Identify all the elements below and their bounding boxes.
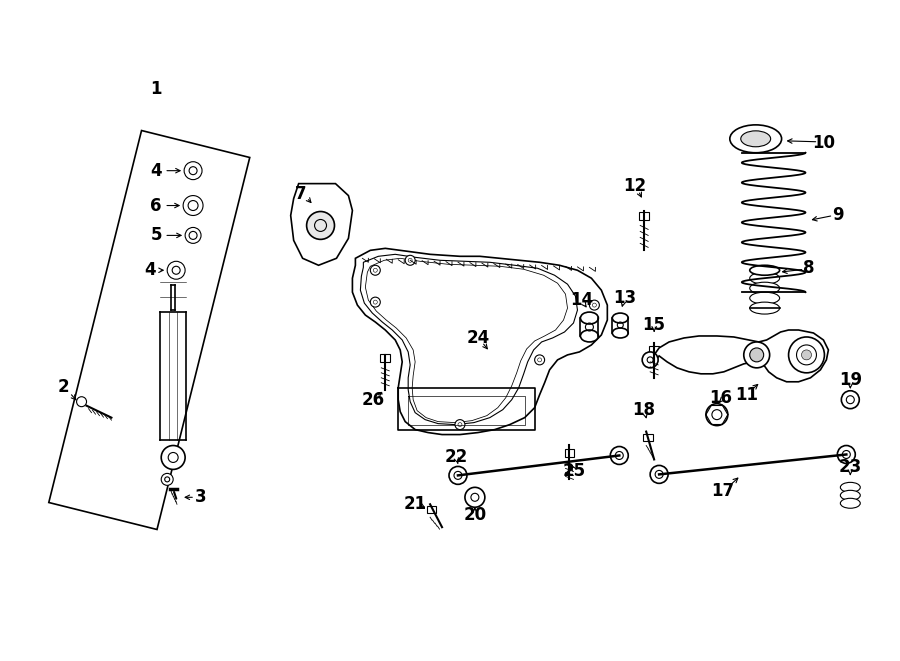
Circle shape: [750, 348, 764, 362]
Circle shape: [590, 300, 599, 310]
Ellipse shape: [580, 312, 598, 324]
Circle shape: [842, 391, 859, 408]
Text: 17: 17: [711, 483, 734, 500]
Circle shape: [455, 420, 465, 430]
Text: 26: 26: [362, 391, 385, 408]
Text: 14: 14: [570, 291, 593, 309]
Text: 13: 13: [613, 289, 635, 307]
Circle shape: [161, 446, 185, 469]
Text: 25: 25: [562, 463, 586, 481]
Circle shape: [185, 227, 201, 243]
Ellipse shape: [741, 131, 770, 147]
Circle shape: [307, 212, 335, 239]
Circle shape: [706, 404, 728, 426]
Circle shape: [788, 337, 824, 373]
Text: 18: 18: [633, 401, 656, 418]
Circle shape: [183, 196, 203, 215]
FancyBboxPatch shape: [564, 449, 574, 457]
Text: 3: 3: [195, 488, 207, 506]
Circle shape: [370, 265, 381, 275]
Circle shape: [643, 352, 658, 368]
Circle shape: [161, 473, 173, 485]
Ellipse shape: [841, 483, 860, 492]
Circle shape: [610, 447, 628, 465]
Polygon shape: [291, 184, 353, 265]
Text: 6: 6: [150, 196, 162, 215]
Text: 1: 1: [150, 80, 162, 98]
Text: 16: 16: [709, 389, 733, 407]
Circle shape: [370, 297, 381, 307]
Ellipse shape: [730, 125, 781, 153]
FancyBboxPatch shape: [649, 346, 659, 354]
Text: 2: 2: [58, 378, 69, 396]
Text: 9: 9: [832, 206, 844, 225]
Ellipse shape: [750, 292, 779, 304]
Text: 4: 4: [145, 261, 156, 279]
Text: 23: 23: [839, 459, 862, 477]
Ellipse shape: [841, 498, 860, 508]
Text: 21: 21: [403, 495, 427, 514]
Text: 15: 15: [643, 316, 666, 334]
Ellipse shape: [750, 282, 779, 294]
Text: 11: 11: [735, 386, 758, 404]
Circle shape: [535, 355, 544, 365]
Ellipse shape: [750, 265, 779, 275]
FancyBboxPatch shape: [381, 354, 391, 362]
Circle shape: [837, 446, 855, 463]
Circle shape: [184, 162, 202, 180]
Ellipse shape: [612, 313, 628, 323]
Text: 5: 5: [150, 227, 162, 245]
Text: 22: 22: [445, 448, 468, 467]
FancyBboxPatch shape: [639, 212, 649, 221]
Circle shape: [167, 261, 185, 279]
Ellipse shape: [612, 328, 628, 338]
Ellipse shape: [750, 302, 779, 314]
Text: 20: 20: [464, 506, 487, 524]
Text: 10: 10: [812, 134, 835, 152]
Circle shape: [802, 350, 812, 360]
Polygon shape: [647, 330, 828, 382]
Ellipse shape: [580, 330, 598, 342]
Circle shape: [743, 342, 770, 368]
Circle shape: [449, 467, 467, 485]
Circle shape: [465, 487, 485, 507]
Text: 7: 7: [295, 184, 306, 202]
Circle shape: [76, 397, 86, 407]
Text: 4: 4: [150, 162, 162, 180]
Text: 24: 24: [466, 329, 490, 347]
Text: 8: 8: [803, 259, 815, 277]
Text: 12: 12: [624, 176, 647, 194]
Ellipse shape: [841, 490, 860, 500]
Ellipse shape: [750, 272, 779, 284]
FancyBboxPatch shape: [644, 434, 653, 440]
FancyBboxPatch shape: [428, 506, 436, 513]
Polygon shape: [353, 249, 608, 434]
Circle shape: [650, 465, 668, 483]
Text: 19: 19: [839, 371, 862, 389]
Circle shape: [405, 255, 415, 265]
